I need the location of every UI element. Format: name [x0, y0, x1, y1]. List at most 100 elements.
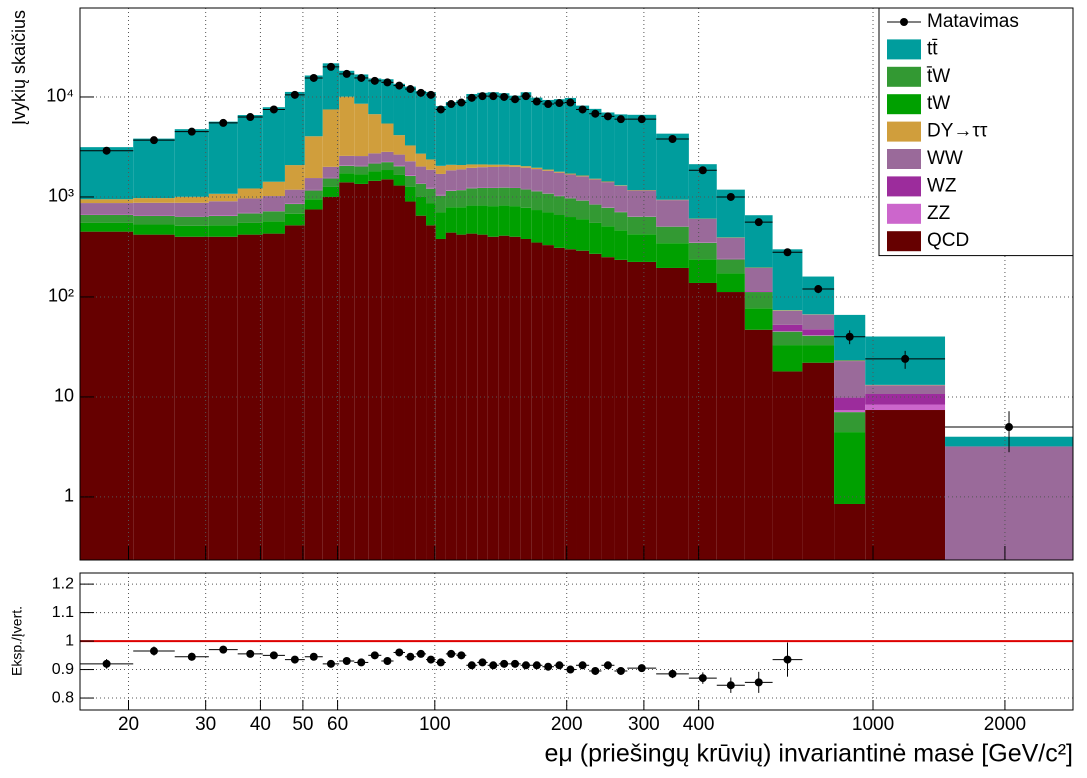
histogram-bar: [404, 161, 416, 175]
ratio-point: [500, 659, 509, 668]
histogram-bar: [456, 190, 467, 208]
x-tick-label: 2000: [984, 714, 1026, 735]
x-tick-label: 1000: [852, 714, 894, 735]
ratio-point: [219, 645, 228, 654]
histogram-bar: [415, 196, 427, 216]
ratio-point: [566, 665, 575, 674]
histogram-bar: [834, 361, 866, 398]
histogram-bar: [237, 234, 263, 561]
histogram-bar: [354, 183, 369, 561]
histogram-bar: [509, 236, 521, 560]
histogram-bar: [466, 188, 478, 206]
histogram-bar: [80, 147, 134, 200]
histogram-bar: [772, 310, 803, 311]
histogram-bar: [688, 282, 717, 560]
data-point: [532, 97, 541, 106]
histogram-bar: [627, 234, 657, 262]
histogram-bar: [834, 432, 866, 504]
ratio-point: [578, 661, 587, 670]
histogram-bar: [716, 259, 745, 274]
histogram-bar: [553, 172, 565, 196]
histogram-bar: [133, 224, 175, 235]
histogram-bar: [415, 153, 427, 167]
histogram-bar: [322, 109, 340, 167]
histogram-bar: [466, 205, 478, 234]
data-point: [395, 81, 404, 90]
histogram-bar: [553, 99, 565, 172]
ratio-point: [726, 681, 735, 690]
histogram-bar: [531, 210, 543, 243]
data-point: [578, 105, 587, 114]
histogram-bar: [262, 221, 285, 234]
ratio-point: [668, 669, 677, 678]
histogram-bar: [368, 163, 382, 172]
ratio-point: [342, 657, 351, 666]
histogram-bar: [174, 216, 209, 226]
histogram-bar: [688, 259, 717, 283]
ratio-point: [246, 649, 255, 658]
histogram-bar: [80, 199, 134, 204]
legend-marker: [900, 18, 908, 26]
histogram-bar: [627, 216, 657, 235]
histogram-bar: [834, 503, 866, 560]
legend-label: DY→ττ: [927, 121, 988, 142]
ratio-point: [603, 661, 612, 670]
histogram-bar: [520, 207, 532, 239]
histogram-bar: [80, 203, 134, 215]
histogram-bar: [133, 216, 175, 225]
histogram-bar: [237, 188, 263, 199]
histogram-bar: [564, 198, 577, 218]
histogram-bar: [237, 213, 263, 223]
histogram-bar: [339, 96, 355, 156]
ratio-point: [489, 661, 498, 670]
histogram-bar: [834, 410, 866, 413]
histogram-bar: [304, 136, 323, 179]
ratio-point: [326, 659, 335, 668]
histogram-bar: [208, 236, 238, 560]
histogram-bar: [802, 335, 835, 336]
ratio-point: [616, 666, 625, 675]
histogram-bar: [262, 196, 285, 211]
data-point: [426, 90, 435, 99]
histogram-bar: [435, 212, 446, 239]
histogram-bar: [435, 106, 446, 166]
histogram-bar: [393, 166, 405, 175]
histogram-bar: [614, 185, 628, 186]
histogram-bar: [542, 169, 554, 171]
histogram-bar: [208, 121, 238, 194]
histogram-bar: [435, 238, 446, 561]
histogram-bar: [498, 164, 510, 167]
ratio-point: [783, 655, 792, 664]
ratio-point: [436, 658, 445, 667]
histogram-bar: [576, 105, 590, 176]
plot-frame: [79, 572, 1074, 711]
histogram-bar: [716, 292, 745, 560]
y-tick-label: 0.8: [52, 689, 74, 706]
histogram-bar: [542, 99, 554, 170]
histogram-bar: [368, 153, 382, 163]
data-point: [342, 69, 351, 78]
legend-label: WZ: [927, 175, 957, 196]
histogram-bar: [520, 92, 532, 167]
histogram-bar: [339, 173, 355, 183]
data-point: [489, 92, 498, 101]
histogram-bar: [456, 100, 467, 166]
data-point: [457, 98, 466, 107]
legend-label: tW: [927, 93, 950, 114]
data-point: [436, 105, 445, 114]
histogram-bar: [509, 165, 521, 167]
histogram-bar: [456, 234, 467, 561]
histogram-bar: [262, 233, 285, 561]
histogram-bar: [404, 175, 416, 187]
histogram-bar: [393, 135, 405, 155]
ratio-point: [467, 661, 476, 670]
histogram-bar: [304, 178, 323, 190]
ratio-point: [187, 652, 196, 661]
histogram-bar: [381, 79, 394, 124]
histogram-bar: [716, 237, 745, 259]
histogram-bar: [381, 151, 394, 162]
ratio-point: [426, 655, 435, 664]
ratio-point: [457, 651, 466, 660]
data-point: [500, 92, 509, 101]
histogram-bar: [520, 166, 532, 168]
